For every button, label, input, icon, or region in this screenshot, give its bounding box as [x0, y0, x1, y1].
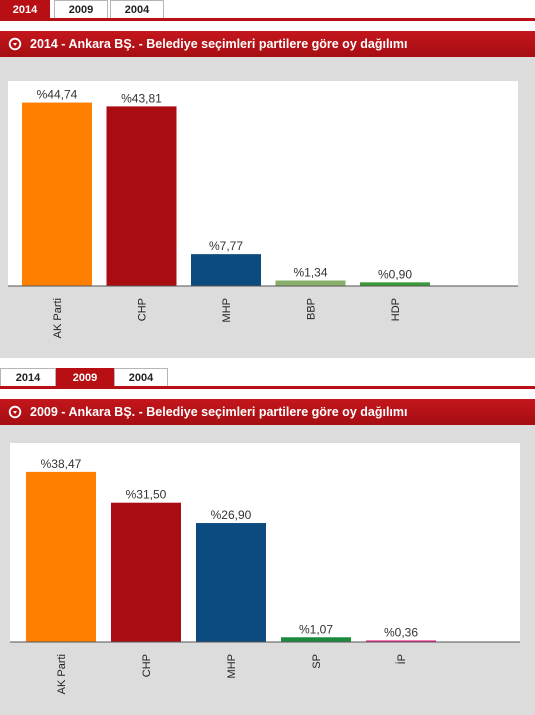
tab-2009[interactable]: 2009 [56, 368, 114, 386]
tab-2004[interactable]: 2004 [114, 368, 168, 386]
category-label: BBP [306, 298, 318, 320]
bar-ak-parti[interactable] [22, 102, 92, 286]
chart-panel-2009: 2014 2009 2004 2009 - Ankara BŞ. - Beled… [0, 368, 535, 715]
info-icon [8, 405, 22, 419]
data-label: %31,50 [126, 488, 167, 502]
data-label: %43,81 [121, 91, 162, 105]
data-label: %38,47 [41, 457, 82, 471]
category-label: HDP [390, 298, 402, 321]
bar-bbp[interactable] [275, 280, 346, 286]
category-label: AK Parti [52, 298, 64, 338]
bar-mhp[interactable] [196, 523, 266, 642]
data-label: %0,36 [384, 625, 418, 639]
category-label: CHP [141, 654, 153, 677]
tab-2014[interactable]: 2014 [0, 368, 56, 386]
data-label: %1,34 [293, 266, 327, 280]
bar-chp[interactable] [106, 106, 177, 286]
chart-title: 2009 - Ankara BŞ. - Belediye seçimleri p… [30, 405, 408, 419]
chart-title: 2014 - Ankara BŞ. - Belediye seçimleri p… [30, 37, 408, 51]
category-label: AK Parti [56, 654, 68, 694]
chart-panel-2014: 2014 2009 2004 2014 - Ankara BŞ. - Beled… [0, 0, 535, 358]
bar-i̇p[interactable] [366, 640, 436, 642]
category-label: MHP [226, 654, 238, 678]
category-label: SP [311, 654, 323, 669]
tab-underline [0, 18, 535, 21]
tab-underline [0, 386, 535, 389]
data-label: %7,77 [209, 239, 243, 253]
bar-sp[interactable] [281, 637, 351, 642]
data-label: %26,90 [211, 508, 252, 522]
data-label: %44,74 [37, 88, 78, 102]
tab-2004[interactable]: 2004 [110, 0, 164, 18]
year-tabs: 2014 2009 2004 [0, 0, 535, 22]
info-icon [8, 37, 22, 51]
tab-2014[interactable]: 2014 [0, 0, 50, 18]
data-label: %0,90 [378, 267, 412, 281]
bar-mhp[interactable] [191, 254, 261, 286]
category-label: MHP [221, 298, 233, 322]
chart-area: %38,47 AK Parti %31,50 CHP %26,90 MHP %1,07 SP%… [0, 425, 535, 715]
category-label: İP [395, 654, 408, 664]
data-label: %1,07 [299, 622, 333, 636]
bar-chp[interactable] [111, 502, 181, 642]
bar-chart-2009: %38,47 AK Parti %31,50 CHP %26,90 MHP %1,07 SP%… [10, 443, 520, 694]
bar-ak-parti[interactable] [26, 471, 96, 642]
bar-hdp[interactable] [360, 282, 430, 286]
bar-chart-2014: %44,74 AK Parti %43,81 CHP %7,77 MHP %1,34 BBP%… [8, 81, 518, 338]
chart-title-bar: 2009 - Ankara BŞ. - Belediye seçimleri p… [0, 399, 535, 425]
year-tabs: 2014 2009 2004 [0, 368, 535, 390]
tab-2009[interactable]: 2009 [54, 0, 108, 18]
chart-area: %44,74 AK Parti %43,81 CHP %7,77 MHP %1,34 BBP%… [0, 57, 535, 358]
plot-background [8, 81, 518, 286]
category-label: CHP [137, 298, 149, 321]
chart-title-bar: 2014 - Ankara BŞ. - Belediye seçimleri p… [0, 31, 535, 57]
